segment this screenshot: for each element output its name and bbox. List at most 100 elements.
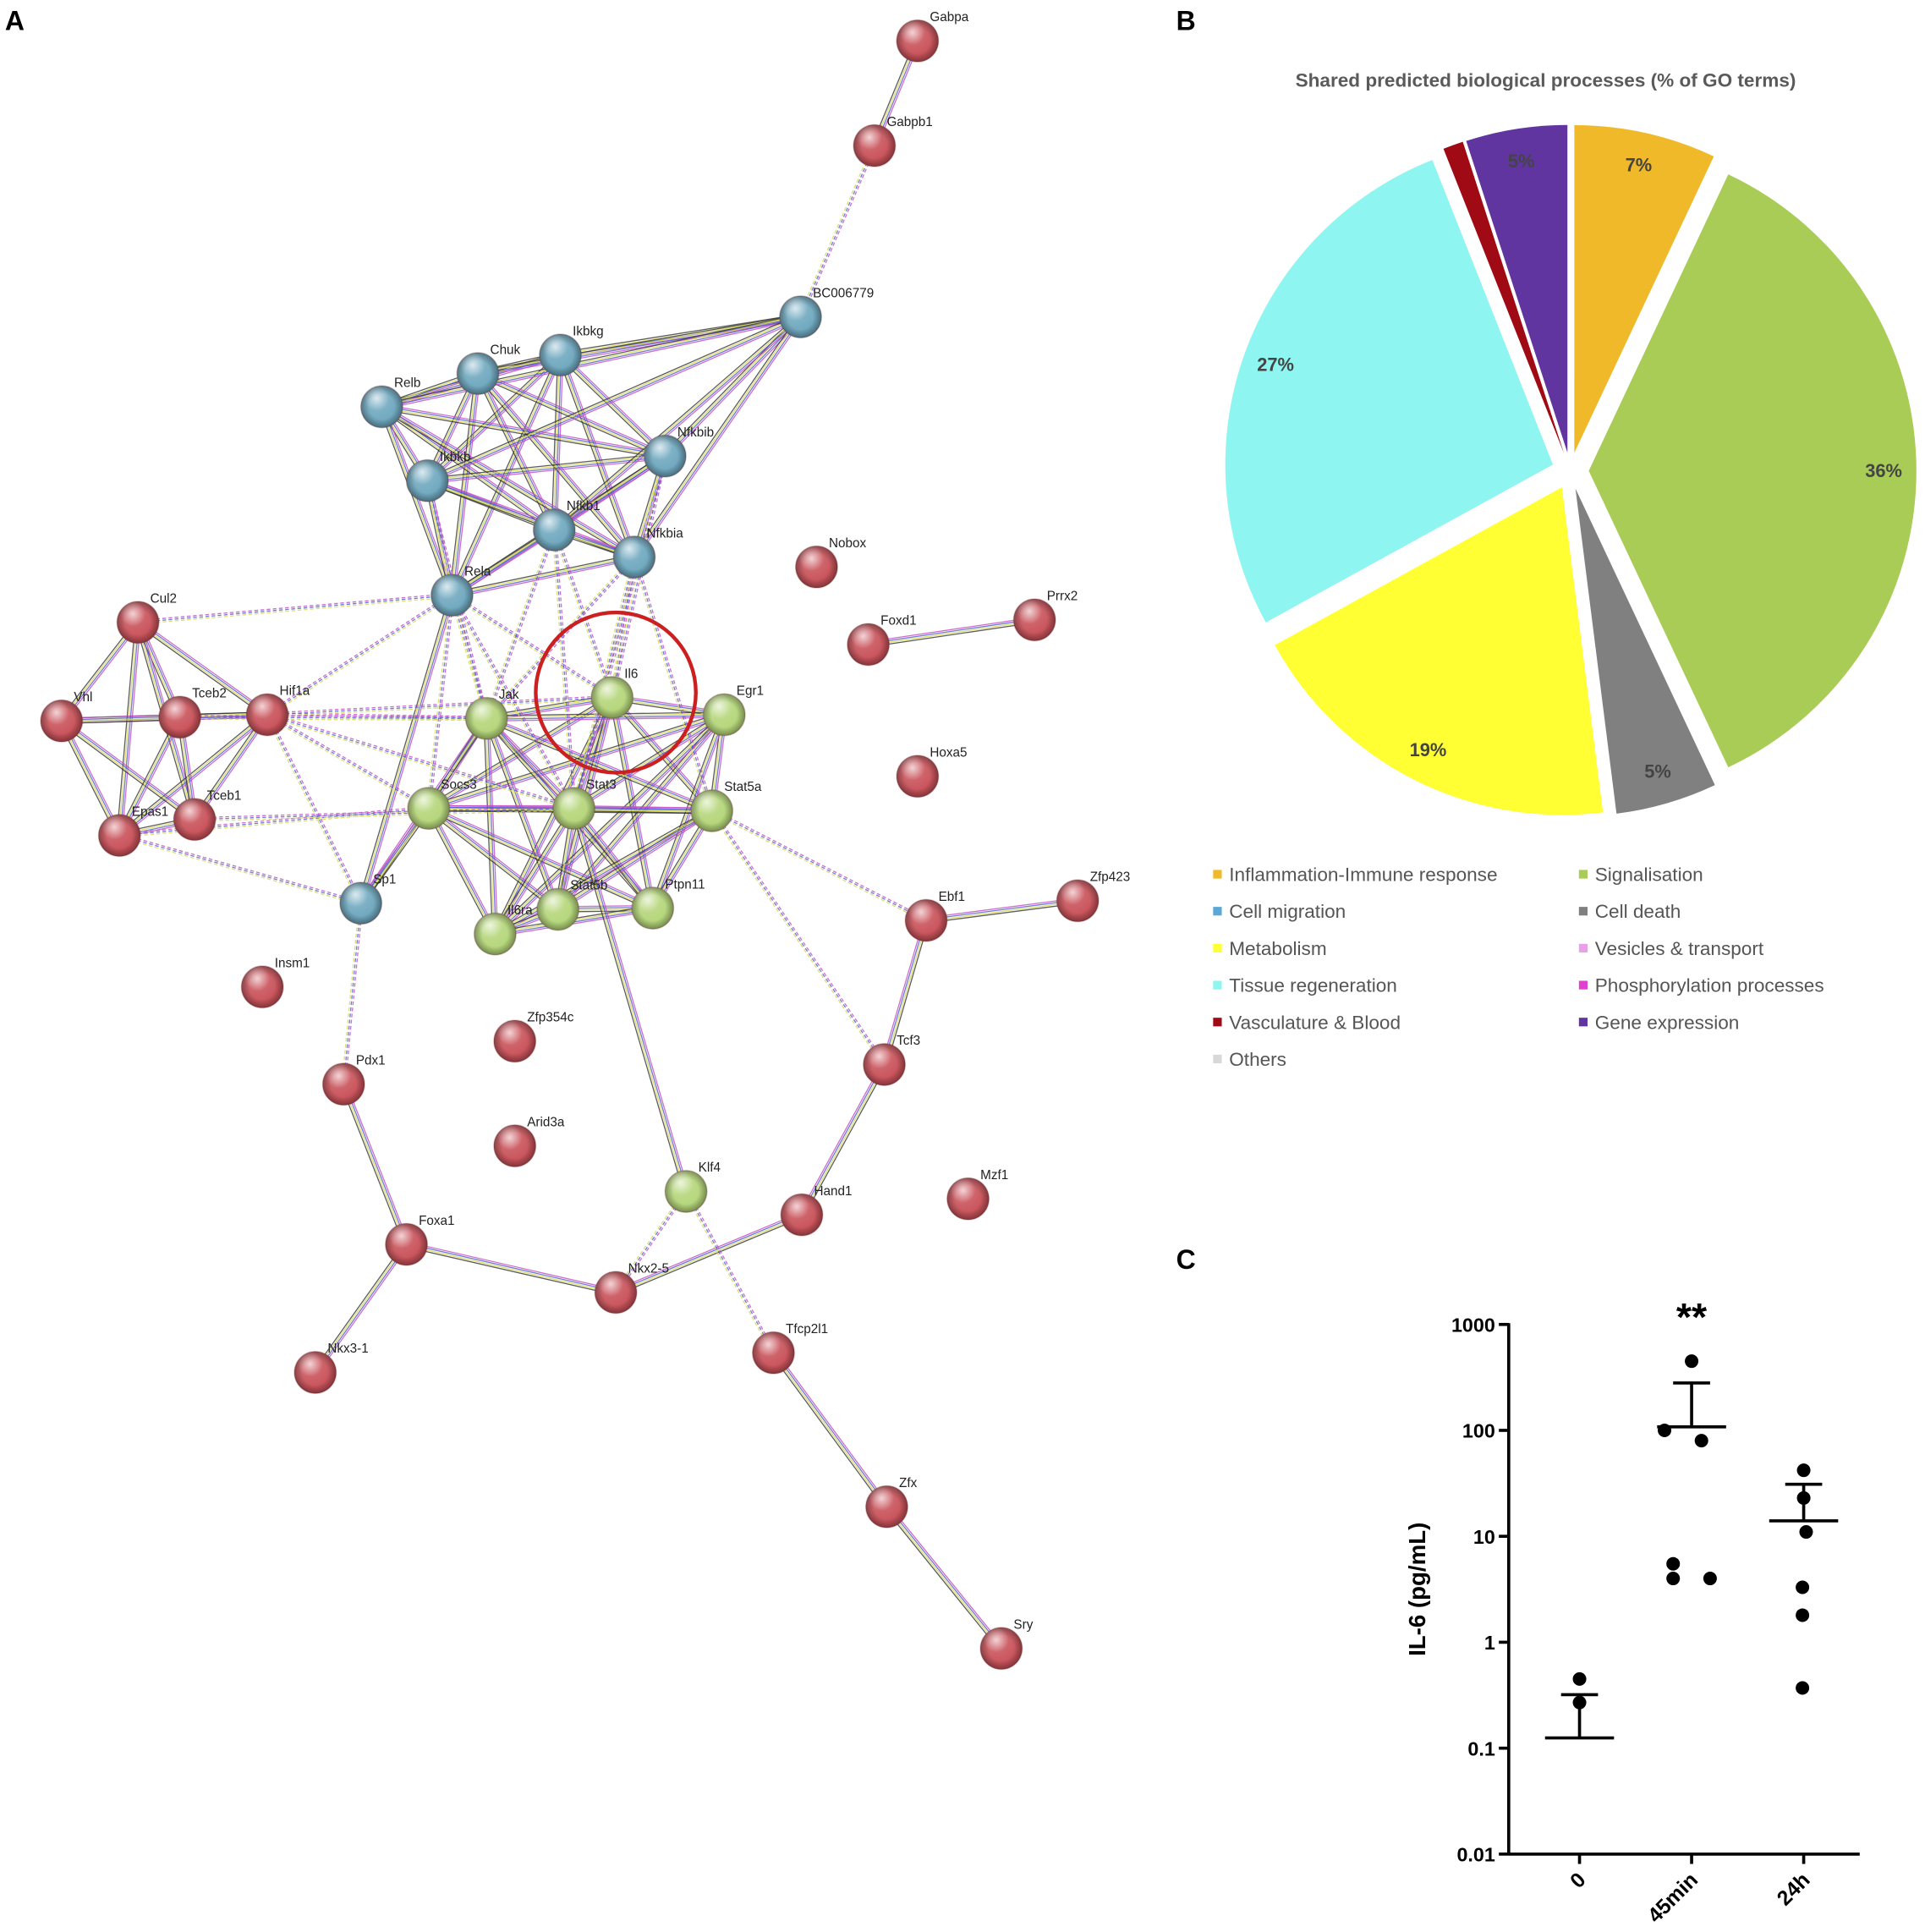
network-edge (266, 694, 612, 714)
network-edge (571, 809, 684, 1193)
network-edge (119, 622, 140, 836)
pie-slice (1588, 174, 1917, 768)
network-edge (427, 808, 496, 935)
network-edge (265, 715, 360, 904)
network-edge (485, 695, 612, 718)
value-label: 36% (1865, 460, 1902, 481)
network-edge (121, 622, 141, 836)
network-edge (342, 1084, 407, 1245)
network-edge (429, 805, 655, 907)
network-edge (119, 717, 182, 837)
network-edge (487, 716, 577, 807)
network-edge (179, 716, 487, 719)
network-edge (486, 718, 497, 935)
network-edge (552, 354, 561, 530)
network-edge (573, 806, 712, 811)
node-label: Nfkbia (646, 526, 683, 541)
legend-label: Metabolism (1229, 938, 1326, 959)
network-edge (886, 1507, 1001, 1649)
network-edge (266, 714, 362, 904)
network-edge (664, 316, 801, 456)
network-edge (495, 808, 575, 936)
data-point (1666, 1556, 1681, 1571)
network-edge (555, 318, 803, 533)
network-edge (425, 480, 485, 719)
network-edge (316, 1245, 409, 1375)
node-highlight (1013, 599, 1056, 641)
node-highlight (294, 1351, 337, 1394)
network-edge (63, 718, 197, 818)
node-label: Cul2 (151, 591, 177, 606)
network-edge (427, 711, 724, 807)
data-point (1572, 1671, 1587, 1686)
network-edge (868, 618, 1035, 645)
node-label: Egr1 (737, 684, 764, 699)
network-edge (428, 318, 803, 484)
node-label: Zfp423 (1090, 870, 1131, 885)
network-edge (266, 716, 429, 810)
network-edge (195, 715, 269, 821)
data-point (1694, 1434, 1708, 1448)
network-edge (557, 355, 633, 558)
node-highlight (493, 1124, 536, 1167)
value-label: 7% (1626, 154, 1653, 175)
node-label: Sry (1013, 1617, 1033, 1632)
network-edge (554, 354, 562, 530)
network-edge (449, 596, 485, 720)
network-edge (635, 556, 715, 811)
node-highlight (1056, 880, 1099, 922)
network-edge (571, 810, 651, 910)
network-edge (426, 453, 666, 479)
network-edge (266, 696, 612, 716)
node-label: Gabpa (930, 10, 968, 25)
network-edge (880, 919, 924, 1064)
network-edge (926, 903, 1078, 924)
network-edge (868, 617, 1034, 643)
network-edge (712, 810, 886, 1064)
node-highlight (595, 1271, 637, 1314)
legend-label: Inflammation-Immune response (1229, 864, 1497, 886)
network-edge (62, 720, 121, 836)
node-highlight (690, 789, 733, 832)
network-edge (60, 721, 195, 821)
legend-swatch (1213, 943, 1222, 952)
node-label: Prrx2 (1047, 590, 1078, 604)
legend-swatch (1578, 943, 1588, 952)
network-edge (494, 810, 712, 934)
network-edge (571, 455, 664, 809)
network-edge (551, 354, 559, 530)
node-label: Nfkb1 (567, 499, 601, 513)
node-label: Rela (464, 564, 491, 579)
node-label: Epas1 (132, 804, 168, 819)
node-label: Nkx2-5 (628, 1262, 669, 1276)
node-highlight (613, 535, 655, 579)
pie-slice (1575, 488, 1715, 814)
node-label: Tcf3 (897, 1034, 920, 1048)
network-edge (617, 1216, 803, 1296)
network-edge (266, 714, 574, 810)
data-point (1796, 1580, 1810, 1594)
network-edge (380, 408, 633, 560)
network-edge (495, 810, 713, 936)
network-edge (358, 594, 451, 903)
legend-swatch (1578, 907, 1588, 916)
network-edge (492, 695, 611, 934)
network-edge (799, 145, 875, 317)
network-edge (556, 354, 564, 530)
network-edge (381, 313, 801, 405)
network-edge (560, 354, 666, 456)
network-edge (573, 455, 666, 809)
network-edge (483, 719, 557, 911)
network-edge (551, 530, 573, 809)
network-edge (685, 1191, 775, 1353)
network-edge (118, 836, 361, 906)
network-edge (425, 314, 800, 480)
legend-swatch (1213, 1054, 1222, 1064)
network-edge (485, 530, 555, 719)
network-edge (405, 1246, 616, 1296)
network-edge (121, 717, 183, 837)
network-edge (426, 480, 634, 559)
network-edge (886, 1506, 1003, 1649)
network-edge (493, 807, 574, 934)
